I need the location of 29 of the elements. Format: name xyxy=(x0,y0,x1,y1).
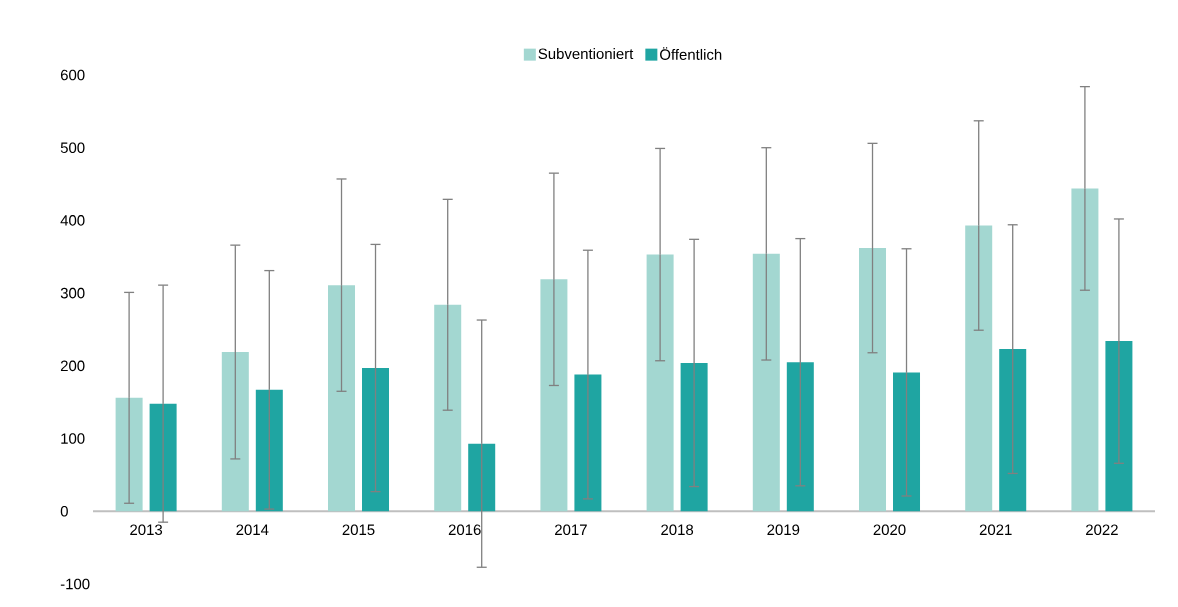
y-tick-label: 300 xyxy=(60,287,85,299)
x-tick-label: 2018 xyxy=(661,524,694,536)
y-tick-label: 200 xyxy=(60,360,85,372)
legend-label: Subventioniert xyxy=(538,48,634,60)
legend-label: Öffentlich xyxy=(660,47,722,60)
bar xyxy=(965,225,993,512)
bar xyxy=(859,248,887,512)
x-tick-label: 2013 xyxy=(130,524,163,536)
bar xyxy=(149,403,177,512)
x-tick-label: 2020 xyxy=(873,524,906,536)
y-tick-label: 500 xyxy=(60,142,85,153)
bar xyxy=(540,279,568,512)
y-tick-label: 100 xyxy=(61,433,85,444)
x-tick-label: 2021 xyxy=(979,524,1012,536)
x-tick-label: 2014 xyxy=(236,524,269,536)
bar xyxy=(752,253,780,512)
x-tick-label: 2015 xyxy=(342,524,375,536)
bar xyxy=(646,254,674,512)
x-tick-label: 2016 xyxy=(448,524,481,536)
x-tick-label: 2019 xyxy=(767,524,800,536)
bar xyxy=(468,443,496,512)
bar xyxy=(328,285,356,512)
y-tick-label: 0 xyxy=(60,505,68,517)
x-tick-label: 2017 xyxy=(555,524,587,536)
y-tick-label: -100 xyxy=(60,578,90,590)
y-tick-label: 400 xyxy=(60,215,85,226)
bar xyxy=(1071,188,1099,512)
y-tick-label: 600 xyxy=(60,69,85,81)
x-tick-label: 2022 xyxy=(1086,524,1118,536)
